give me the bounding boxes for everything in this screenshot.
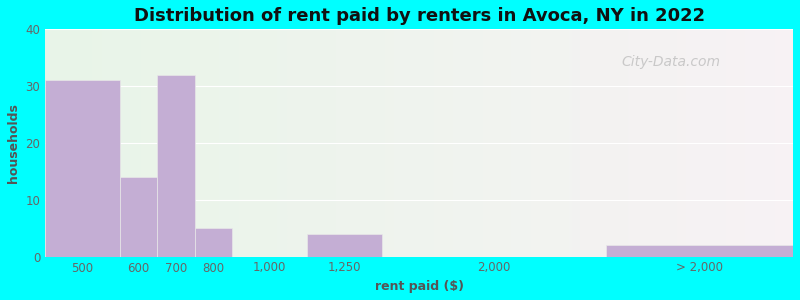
- Bar: [120, 177, 158, 256]
- Y-axis label: households: households: [7, 103, 20, 183]
- Bar: [158, 75, 195, 256]
- Bar: [606, 245, 793, 256]
- Title: Distribution of rent paid by renters in Avoca, NY in 2022: Distribution of rent paid by renters in …: [134, 7, 705, 25]
- Text: City-Data.com: City-Data.com: [621, 55, 720, 69]
- Bar: [46, 80, 120, 256]
- Bar: [195, 228, 232, 256]
- Bar: [307, 234, 382, 256]
- X-axis label: rent paid ($): rent paid ($): [374, 280, 464, 293]
